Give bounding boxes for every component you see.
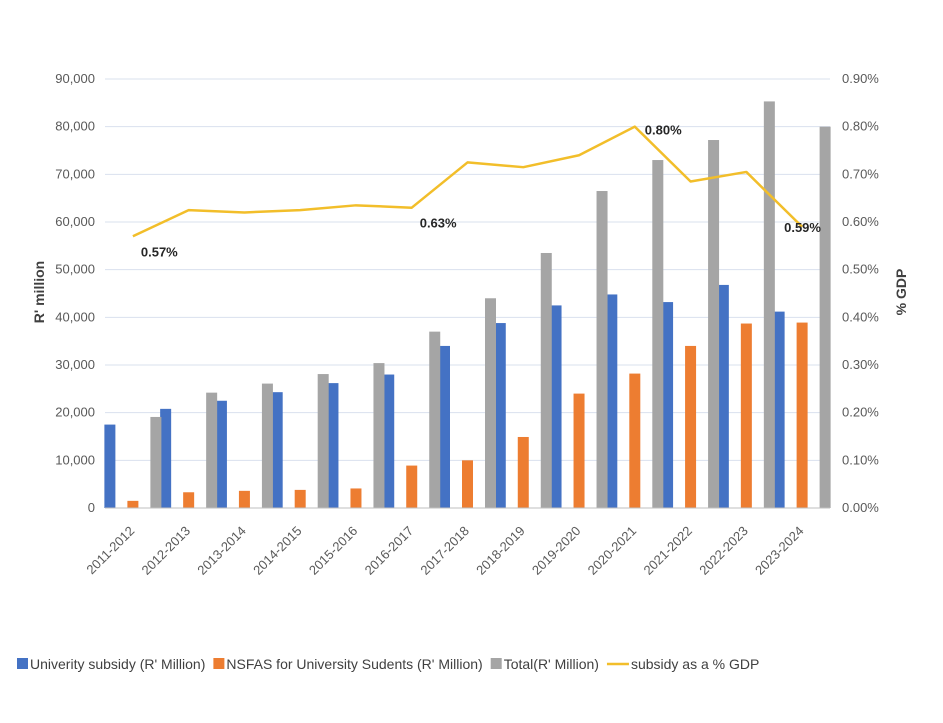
x-tick-label: 2014-2015 xyxy=(250,523,305,578)
data-label: 0.59% xyxy=(784,220,821,235)
y-tick-label-right: 0.40% xyxy=(842,309,879,324)
y-tick-label-left: 40,000 xyxy=(55,309,95,324)
bar-total xyxy=(317,374,329,508)
y-tick-label-left: 50,000 xyxy=(55,262,95,277)
legend-label: Univerity subsidy (R' Million) xyxy=(30,656,205,672)
bar-total xyxy=(540,252,552,508)
legend-swatch xyxy=(213,658,225,669)
bar-university-subsidy xyxy=(494,323,506,508)
x-tick-label: 2017-2018 xyxy=(417,523,472,578)
bar-nsfas xyxy=(294,489,306,508)
bar-university-subsidy xyxy=(104,424,116,508)
y-tick-label-right: 0.50% xyxy=(842,262,879,277)
y-tick-label-right: 0.80% xyxy=(842,119,879,134)
bar-nsfas xyxy=(127,500,139,508)
bar-university-subsidy xyxy=(606,294,618,508)
x-tick-label: 2023-2024 xyxy=(752,523,807,578)
bar-nsfas xyxy=(573,393,585,508)
bar-total xyxy=(150,416,162,508)
y-tick-label-left: 0 xyxy=(88,500,95,515)
bar-nsfas xyxy=(350,488,362,508)
bars xyxy=(104,101,831,509)
bar-university-subsidy xyxy=(773,311,785,508)
bar-university-subsidy xyxy=(550,305,562,508)
y-tick-label-right: 0.20% xyxy=(842,405,879,420)
bar-nsfas xyxy=(629,373,641,508)
y-tick-label-right: 0.10% xyxy=(842,452,879,467)
bar-nsfas xyxy=(462,460,473,508)
x-tick-label: 2015-2016 xyxy=(306,523,361,578)
x-tick-label: 2020-2021 xyxy=(585,523,640,578)
y-tick-label-left: 60,000 xyxy=(55,214,95,229)
bar-total xyxy=(206,392,218,508)
gdp-line xyxy=(132,125,803,238)
bar-nsfas xyxy=(796,322,808,508)
y-tick-label-right: 0.30% xyxy=(842,357,879,372)
line-subsidy-gdp xyxy=(132,125,803,238)
bar-total xyxy=(429,331,441,508)
legend: Univerity subsidy (R' Million) NSFAS for … xyxy=(17,656,759,672)
legend-label: subsidy as a % GDP xyxy=(631,656,759,672)
x-tick-label: 2019-2020 xyxy=(529,523,584,578)
bar-nsfas xyxy=(406,465,418,508)
y-tick-label-left: 10,000 xyxy=(55,452,95,467)
y-tick-label-right: 0.60% xyxy=(842,214,879,229)
bar-university-subsidy xyxy=(383,374,395,508)
y-tick-label-left: 20,000 xyxy=(55,405,95,420)
bar-nsfas xyxy=(238,490,250,508)
y-tick-label-right: 0.70% xyxy=(842,166,879,181)
bar-total xyxy=(373,363,385,508)
y-tick-label-left: 70,000 xyxy=(55,166,95,181)
data-label: 0.57% xyxy=(141,244,178,259)
x-tick-label: 2021-2022 xyxy=(640,523,695,578)
x-tick-label: 2016-2017 xyxy=(362,523,417,578)
bar-total xyxy=(596,191,608,508)
bar-university-subsidy xyxy=(271,392,283,508)
y-tick-label-left: 80,000 xyxy=(55,119,95,134)
bar-total xyxy=(652,160,664,509)
bar-total xyxy=(261,383,273,508)
bar-total xyxy=(819,126,831,509)
y-axis-title-left: R' million xyxy=(31,261,47,323)
legend-label: NSFAS for University Sudents (R' Million… xyxy=(226,656,482,672)
y-tick-label-left: 30,000 xyxy=(55,357,95,372)
x-tick-label: 2022-2023 xyxy=(696,523,751,578)
bar-university-subsidy xyxy=(662,302,674,508)
bar-university-subsidy xyxy=(439,345,450,508)
data-label: 0.80% xyxy=(645,123,682,138)
data-labels: 0.57% 0.63% 0.80% 0.59% xyxy=(141,123,822,260)
bar-nsfas xyxy=(517,436,529,508)
y-tick-label-left: 90,000 xyxy=(55,71,95,86)
bar-nsfas xyxy=(685,345,697,508)
legend-swatch xyxy=(17,658,28,669)
bar-total xyxy=(485,298,496,508)
bar-university-subsidy xyxy=(215,400,227,508)
bar-nsfas xyxy=(183,492,195,508)
bar-university-subsidy xyxy=(160,408,172,508)
x-tick-label: 2013-2014 xyxy=(194,523,249,578)
y-tick-label-right: 0.00% xyxy=(842,500,879,515)
bar-nsfas xyxy=(740,323,752,508)
bar-university-subsidy xyxy=(327,383,339,508)
y-tick-label-right: 0.90% xyxy=(842,71,879,86)
y-axis-title-right: % GDP xyxy=(893,269,909,316)
legend-swatch xyxy=(490,658,502,669)
x-tick-label: 2012-2013 xyxy=(139,523,194,578)
bar-total xyxy=(763,101,775,509)
bar-university-subsidy xyxy=(717,284,729,508)
data-label: 0.63% xyxy=(420,216,457,231)
legend-label: Total(R' Million) xyxy=(504,656,599,672)
bar-total xyxy=(708,140,720,508)
x-tick-label: 2011-2012 xyxy=(83,523,137,577)
x-tick-label: 2018-2019 xyxy=(473,523,528,578)
